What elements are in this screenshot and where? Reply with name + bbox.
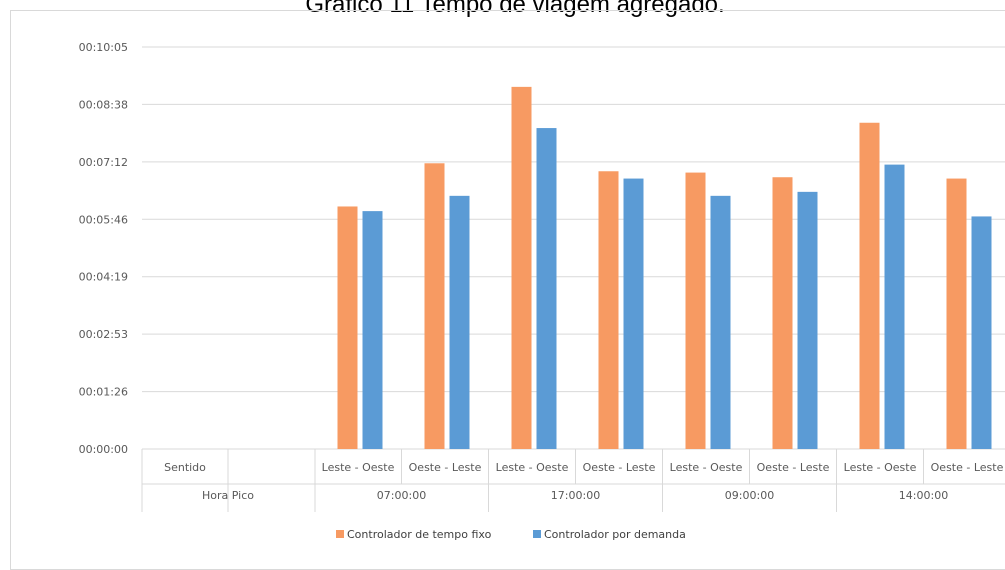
bar bbox=[884, 164, 905, 449]
bar bbox=[623, 178, 644, 449]
y-tick-label: 00:02:53 bbox=[79, 328, 128, 341]
bar bbox=[971, 216, 992, 449]
bar bbox=[424, 163, 445, 449]
category-label: Leste - Oeste bbox=[496, 461, 569, 474]
group-label: 07:00:00 bbox=[377, 489, 426, 502]
legend-label: Controlador de tempo fixo bbox=[347, 528, 492, 541]
y-tick-label: 00:07:12 bbox=[79, 156, 128, 169]
legend-swatch bbox=[533, 530, 541, 538]
legend-label: Controlador por demanda bbox=[544, 528, 686, 541]
bar bbox=[337, 206, 358, 449]
group-label: 14:00:00 bbox=[899, 489, 948, 502]
category-label: Leste - Oeste bbox=[844, 461, 917, 474]
bar bbox=[598, 171, 619, 449]
bar bbox=[536, 128, 557, 450]
category-label: Oeste - Leste bbox=[583, 461, 656, 474]
bar bbox=[685, 172, 706, 449]
category-label: Leste - Oeste bbox=[322, 461, 395, 474]
group-label: 09:00:00 bbox=[725, 489, 774, 502]
row-label-hora-pico: Hora Pico bbox=[202, 489, 254, 502]
bar bbox=[511, 86, 532, 449]
category-label: Oeste - Leste bbox=[409, 461, 482, 474]
bar bbox=[362, 211, 383, 449]
bar bbox=[449, 195, 470, 449]
y-tick-label: 00:04:19 bbox=[79, 271, 128, 284]
bar bbox=[946, 178, 967, 449]
bar bbox=[859, 122, 880, 449]
bar-chart: 00:00:00 00:01:26 00:02:53 00:04:19 00:05:46… bbox=[79, 41, 1005, 541]
row-label-sentido: Sentido bbox=[164, 461, 206, 474]
y-tick-label: 00:10:05 bbox=[79, 41, 128, 54]
bar bbox=[797, 191, 818, 449]
y-tick-label: 00:00:00 bbox=[79, 443, 128, 456]
y-tick-label: 00:05:46 bbox=[79, 213, 128, 226]
bar bbox=[710, 195, 731, 449]
bar bbox=[772, 177, 793, 449]
category-label: Oeste - Leste bbox=[757, 461, 830, 474]
category-label: Leste - Oeste bbox=[670, 461, 743, 474]
group-label: 17:00:00 bbox=[551, 489, 600, 502]
legend-swatch bbox=[336, 530, 344, 538]
category-label: Oeste - Leste bbox=[931, 461, 1004, 474]
y-tick-label: 00:01:26 bbox=[79, 386, 128, 399]
y-tick-label: 00:08:38 bbox=[79, 98, 128, 111]
chart-title: Gráfico 11 Tempo de viagem agregado. bbox=[305, 0, 725, 18]
